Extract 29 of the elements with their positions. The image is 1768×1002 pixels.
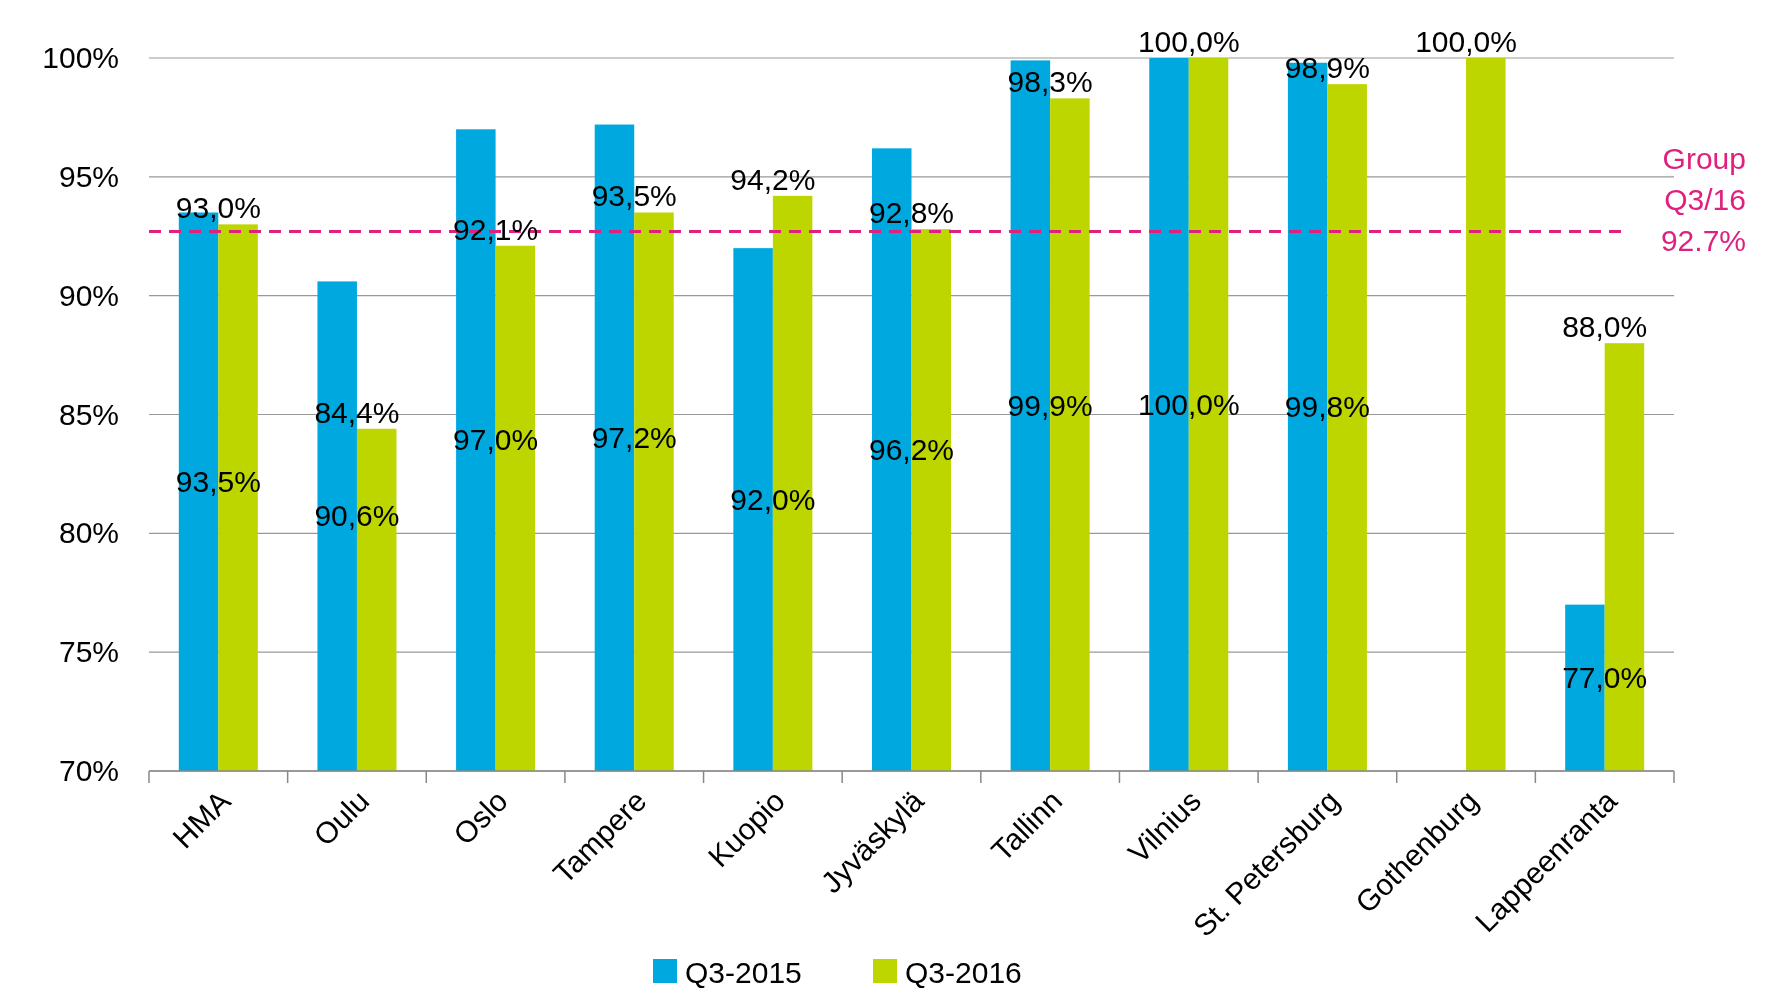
- y-tick-label: 100%: [42, 41, 119, 74]
- data-label: 90,6%: [314, 499, 400, 533]
- x-tick-label: Oslo: [446, 783, 514, 851]
- y-tick-label: 90%: [58, 278, 119, 312]
- data-label: 97,0%: [453, 423, 539, 457]
- data-label: 100,0%: [1137, 25, 1240, 58]
- data-label: 98,9%: [1284, 51, 1370, 85]
- data-label: 99,8%: [1284, 389, 1370, 423]
- data-label: 96,2%: [868, 432, 955, 466]
- data-label: 92,1%: [453, 212, 539, 246]
- data-label: 93,5%: [175, 464, 261, 498]
- data-label: 99,9%: [1007, 388, 1093, 422]
- y-tick-label: 85%: [58, 397, 119, 431]
- y-tick-label: 70%: [58, 754, 119, 787]
- data-label: 97,2%: [591, 420, 677, 454]
- x-tick-label: Oulu: [307, 783, 376, 853]
- ref-line-label: Group Q3/16 92.7%: [1660, 142, 1746, 258]
- y-tick-label: 75%: [58, 635, 119, 669]
- data-label: 100,0%: [1415, 25, 1517, 58]
- data-label: 88,0%: [1562, 310, 1648, 344]
- y-tick-label: 80%: [58, 516, 119, 550]
- legend-label: Q3-2016: [905, 956, 1022, 989]
- data-label: 94,2%: [730, 162, 816, 196]
- data-label: 92,0%: [730, 482, 816, 516]
- data-label: 77,0%: [1562, 660, 1648, 694]
- y-tick-label: 95%: [58, 159, 119, 193]
- data-label: 93,0%: [175, 191, 261, 225]
- data-label: 100,0%: [1137, 387, 1240, 421]
- legend-label: Q3-2015: [685, 956, 802, 989]
